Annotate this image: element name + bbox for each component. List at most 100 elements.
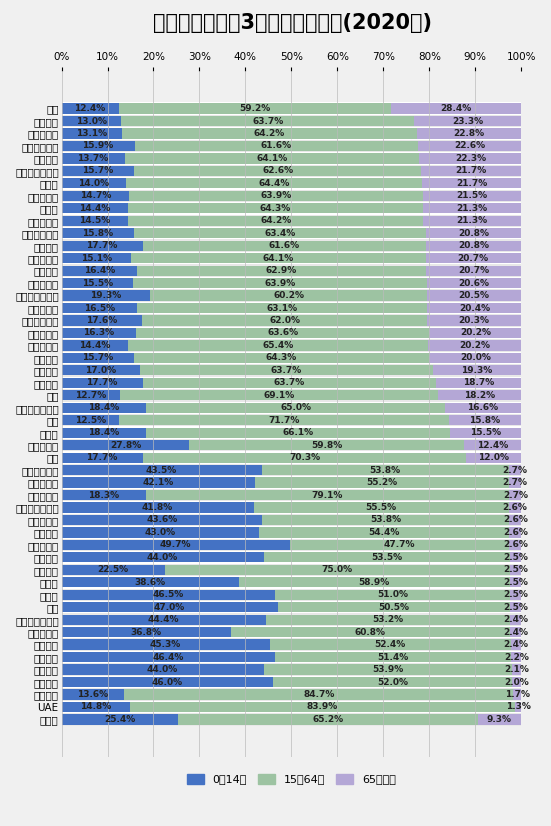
Bar [133, 278, 426, 288]
Text: 14.8%: 14.8% [80, 702, 111, 711]
Bar [120, 390, 437, 401]
Bar [273, 676, 512, 687]
Text: 20.2%: 20.2% [460, 329, 491, 338]
Text: 2.5%: 2.5% [503, 591, 528, 599]
Bar [62, 590, 276, 600]
Bar [436, 377, 522, 388]
Text: 20.7%: 20.7% [458, 266, 489, 275]
Bar [509, 539, 521, 550]
Text: 17.0%: 17.0% [85, 366, 116, 375]
Text: 59.8%: 59.8% [311, 440, 342, 449]
Bar [422, 166, 521, 176]
Text: 2.6%: 2.6% [503, 503, 527, 512]
Bar [425, 253, 521, 263]
Bar [514, 690, 521, 700]
Bar [62, 440, 190, 450]
Text: 15.7%: 15.7% [82, 166, 114, 175]
Bar [62, 451, 521, 464]
Text: 63.1%: 63.1% [267, 303, 298, 312]
Text: 60.2%: 60.2% [273, 291, 304, 300]
Bar [510, 590, 521, 600]
Text: 1.3%: 1.3% [506, 702, 531, 711]
Bar [62, 365, 140, 376]
Bar [433, 365, 521, 376]
Bar [146, 402, 445, 413]
Bar [62, 614, 521, 626]
Bar [128, 216, 423, 225]
Text: 16.6%: 16.6% [468, 403, 499, 412]
Text: 53.2%: 53.2% [372, 615, 403, 624]
Text: 59.2%: 59.2% [239, 104, 270, 113]
Text: 63.7%: 63.7% [252, 116, 283, 126]
Bar [137, 303, 428, 313]
Text: 18.4%: 18.4% [88, 428, 120, 437]
Bar [126, 178, 422, 188]
Text: 15.7%: 15.7% [82, 354, 114, 363]
Bar [62, 651, 521, 663]
Bar [128, 340, 428, 350]
Text: 16.4%: 16.4% [84, 266, 115, 275]
Bar [119, 415, 449, 425]
Bar [515, 702, 521, 712]
Bar [510, 615, 521, 624]
Bar [262, 515, 509, 525]
Bar [62, 339, 521, 352]
Text: 14.7%: 14.7% [80, 192, 111, 201]
Bar [62, 316, 143, 325]
Bar [62, 352, 521, 364]
Bar [428, 316, 521, 325]
Text: 61.6%: 61.6% [269, 241, 300, 250]
Text: 12.4%: 12.4% [477, 440, 509, 449]
Text: 15.9%: 15.9% [83, 141, 114, 150]
Bar [62, 128, 122, 139]
Bar [62, 426, 521, 439]
Text: 2.7%: 2.7% [503, 478, 527, 487]
Bar [391, 103, 521, 114]
Bar [129, 191, 423, 201]
Text: 13.6%: 13.6% [77, 690, 109, 699]
Text: 51.0%: 51.0% [377, 591, 408, 599]
Bar [62, 314, 521, 327]
Text: 20.7%: 20.7% [458, 254, 489, 263]
Bar [62, 190, 521, 202]
Bar [429, 328, 522, 338]
Bar [422, 178, 522, 188]
Text: 36.8%: 36.8% [131, 628, 161, 637]
Bar [62, 676, 521, 688]
Bar [509, 490, 522, 500]
Text: 15.5%: 15.5% [82, 278, 113, 287]
Text: 64.3%: 64.3% [260, 204, 291, 213]
Bar [428, 303, 521, 313]
Text: 53.8%: 53.8% [370, 515, 401, 525]
Bar [62, 202, 521, 215]
Bar [62, 277, 521, 289]
Bar [131, 253, 425, 263]
Text: 53.9%: 53.9% [372, 665, 403, 674]
Text: 1.7%: 1.7% [505, 690, 530, 699]
Text: 2.6%: 2.6% [503, 528, 528, 537]
Bar [255, 477, 509, 487]
Bar [62, 177, 521, 190]
Bar [62, 576, 521, 588]
Bar [143, 240, 426, 251]
Text: 2.6%: 2.6% [503, 515, 528, 525]
Text: 54.4%: 54.4% [369, 528, 400, 537]
Text: 64.1%: 64.1% [263, 254, 294, 263]
Text: 14.5%: 14.5% [79, 216, 111, 225]
Bar [428, 340, 521, 350]
Bar [62, 690, 124, 700]
Bar [62, 278, 133, 288]
Bar [137, 328, 429, 338]
Text: 75.0%: 75.0% [322, 565, 353, 574]
Text: 2.4%: 2.4% [504, 640, 529, 649]
Text: 2.5%: 2.5% [503, 553, 528, 562]
Text: 20.0%: 20.0% [460, 354, 491, 363]
Bar [62, 141, 134, 151]
Bar [62, 377, 521, 389]
Bar [165, 565, 510, 575]
Text: 63.4%: 63.4% [264, 229, 295, 238]
Text: 27.8%: 27.8% [110, 440, 141, 449]
Text: 13.0%: 13.0% [76, 116, 107, 126]
Bar [510, 602, 521, 612]
Text: 21.7%: 21.7% [456, 179, 488, 188]
